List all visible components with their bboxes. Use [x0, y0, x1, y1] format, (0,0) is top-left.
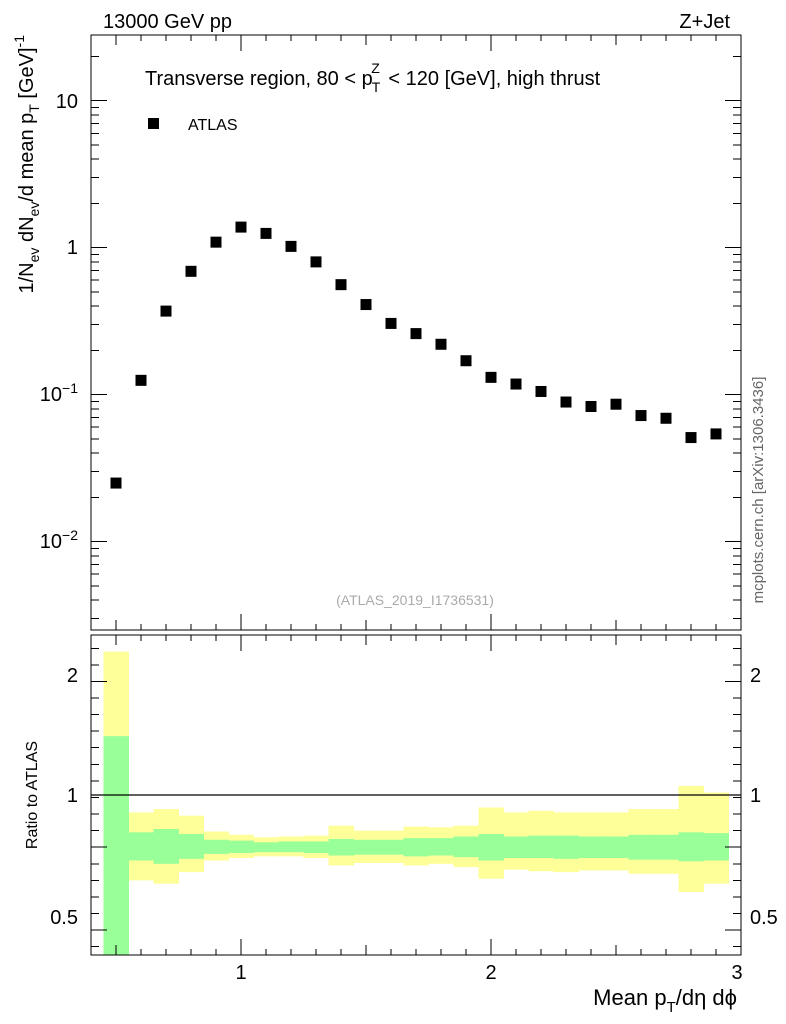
- stat-uncertainty-band: [553, 835, 579, 859]
- data-point: [210, 236, 222, 248]
- chart-title: Transverse region, 80 < pTZ < 120 [GeV],…: [145, 60, 601, 95]
- main-ticks: [91, 35, 742, 630]
- data-point: [685, 432, 697, 444]
- ratio-panel: 2 1 0.5 2 1 0.5 Ratio to ATLAS 1 2 3 Mea…: [24, 634, 778, 1016]
- process-label: Z+Jet: [679, 11, 730, 33]
- stat-uncertainty-band: [303, 841, 329, 854]
- main-panel: Transverse region, 80 < pTZ < 120 [GeV],…: [11, 34, 742, 631]
- stat-uncertainty-band: [228, 840, 254, 854]
- data-point: [510, 378, 522, 390]
- analysis-watermark: (ATLAS_2019_I1736531): [336, 592, 494, 608]
- main-y-axis-label: 1/Nev dNev/d mean pT [GeV]-1: [11, 35, 42, 294]
- data-point: [585, 400, 597, 412]
- stat-uncertainty-band: [478, 833, 504, 861]
- stat-uncertainty-band: [603, 836, 629, 859]
- stat-uncertainty-band: [153, 828, 179, 864]
- data-point: [460, 355, 472, 367]
- data-point: [660, 412, 672, 424]
- ratio-y-tick-label-right: 2: [750, 665, 761, 687]
- data-point: [360, 299, 372, 311]
- ratio-ticks: [91, 635, 742, 955]
- data-point: [485, 371, 497, 383]
- data-point: [560, 396, 572, 408]
- stat-uncertainty-band: [178, 833, 204, 859]
- legend-marker: [148, 118, 159, 129]
- energy-label: 13000 GeV pp: [103, 11, 232, 33]
- legend-label: ATLAS: [188, 117, 238, 134]
- data-point: [435, 338, 447, 350]
- ratio-y-axis-label: Ratio to ATLAS: [24, 741, 41, 849]
- data-point: [710, 428, 722, 440]
- stat-uncertainty-band: [528, 835, 554, 859]
- x-axis-label: Mean pT/dη dϕ: [593, 985, 737, 1016]
- ratio-y-tick-label: 2: [67, 665, 78, 687]
- stat-uncertainty-band: [428, 838, 454, 856]
- ratio-y-tick-label: 1: [67, 785, 78, 807]
- stat-uncertainty-band: [703, 833, 729, 861]
- ratio-y-tick-label: 0.5: [50, 907, 78, 929]
- stat-uncertainty-band: [378, 839, 404, 855]
- stat-uncertainty-band: [328, 838, 354, 856]
- data-point: [635, 410, 647, 422]
- stat-uncertainty-band: [103, 736, 129, 955]
- stat-uncertainty-band: [453, 836, 479, 858]
- stat-uncertainty-band: [653, 834, 679, 860]
- y-tick-label: 10: [56, 91, 78, 113]
- x-tick-label: 2: [485, 962, 496, 984]
- data-point: [285, 240, 297, 252]
- data-point: [310, 256, 322, 268]
- stat-uncertainty-band: [678, 832, 704, 862]
- data-series-atlas: [110, 221, 722, 489]
- y-tick-label: 10−1: [40, 380, 78, 406]
- data-point: [110, 477, 122, 489]
- stat-uncertainty-band: [503, 836, 529, 859]
- ratio-y-tick-label-right: 0.5: [750, 907, 778, 929]
- data-point: [135, 374, 147, 386]
- stat-uncertainty-band: [578, 836, 604, 859]
- data-point: [235, 221, 247, 233]
- data-point: [185, 265, 197, 277]
- stat-uncertainty-band: [628, 834, 654, 860]
- x-tick-label: 3: [731, 962, 742, 984]
- ratio-plot-area: [103, 651, 729, 955]
- stat-uncertainty-band: [353, 839, 379, 855]
- side-label: mcplots.cern.ch [arXiv:1306.3436]: [750, 377, 767, 604]
- x-tick-label: 1: [235, 962, 246, 984]
- y-tick-label: 10−2: [40, 527, 78, 553]
- data-point: [610, 398, 622, 410]
- ratio-y-tick-label-right: 1: [750, 785, 761, 807]
- stat-uncertainty-band: [403, 838, 429, 857]
- data-point: [535, 385, 547, 397]
- data-point: [385, 317, 397, 329]
- stat-uncertainty-band: [253, 842, 279, 853]
- stat-uncertainty-band: [278, 841, 304, 853]
- y-tick-label: 1: [67, 237, 78, 259]
- stat-uncertainty-band: [203, 839, 229, 854]
- data-point: [160, 305, 172, 317]
- data-point: [260, 227, 272, 239]
- data-point: [410, 328, 422, 340]
- data-point: [335, 279, 347, 291]
- stat-uncertainty-band: [128, 832, 154, 861]
